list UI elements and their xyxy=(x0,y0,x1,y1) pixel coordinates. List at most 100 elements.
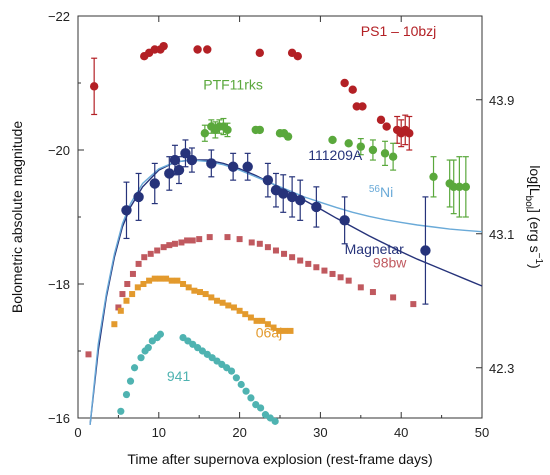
data-point xyxy=(163,275,170,282)
data-point xyxy=(253,317,260,324)
series-labels: Magnetar 56Ni PS1 – 10bzj PTF11rks 111209A 98… xyxy=(167,23,436,384)
data-point xyxy=(242,161,253,172)
series-label: PTF11rks xyxy=(203,77,263,93)
data-point xyxy=(164,168,175,179)
data-point xyxy=(429,172,438,181)
data-point xyxy=(358,102,367,111)
data-point xyxy=(184,237,191,244)
data-point xyxy=(206,158,217,169)
data-point xyxy=(287,327,294,334)
data-point xyxy=(382,122,391,131)
data-point xyxy=(305,260,312,267)
curve-label-main: Ni xyxy=(380,184,393,200)
curve-label: Magnetar xyxy=(345,241,404,257)
data-point xyxy=(276,327,283,334)
data-point xyxy=(154,247,161,254)
data-point xyxy=(295,195,306,206)
series-label: PS1 – 10bzj xyxy=(361,23,437,39)
data-point xyxy=(196,236,203,243)
series-ptf11rks xyxy=(200,117,471,218)
x-axis-ticks: 0 10 20 30 40 50 xyxy=(74,16,489,440)
data-point xyxy=(242,311,249,318)
data-point xyxy=(157,275,164,282)
y-tick-label: −18 xyxy=(48,277,70,292)
curve-label-sup: 56 xyxy=(369,184,381,195)
data-point xyxy=(455,182,464,192)
data-point xyxy=(410,301,417,308)
data-point xyxy=(122,390,131,399)
y2-title-end: ] (erg s xyxy=(527,209,543,253)
data-point xyxy=(356,142,365,151)
data-point xyxy=(405,129,414,138)
data-point xyxy=(186,154,198,166)
data-point xyxy=(193,45,202,54)
data-point xyxy=(281,250,288,257)
data-point xyxy=(262,174,274,186)
data-point xyxy=(329,270,336,277)
y-axis-title: Bolometric absolute magnitude xyxy=(9,121,25,313)
data-point xyxy=(173,164,185,176)
x-tick-label: 30 xyxy=(313,425,327,440)
data-point xyxy=(129,291,136,298)
y-tick-label: −20 xyxy=(48,143,70,158)
data-point xyxy=(85,351,92,358)
y-tick-label: −22 xyxy=(48,9,70,24)
data-point xyxy=(286,191,298,203)
data-point xyxy=(344,139,353,148)
data-point xyxy=(191,287,198,294)
data-point xyxy=(339,215,350,226)
series-label: 941 xyxy=(167,368,191,384)
data-point xyxy=(357,284,364,291)
data-point xyxy=(174,277,181,284)
series-ps1-10bzj xyxy=(89,41,414,151)
data-points xyxy=(85,41,471,425)
data-point xyxy=(368,145,378,155)
data-point xyxy=(180,148,191,159)
data-point xyxy=(141,254,148,261)
data-point xyxy=(388,152,398,161)
data-point xyxy=(200,129,210,138)
data-point xyxy=(272,247,279,254)
data-point xyxy=(247,394,255,402)
series-941 xyxy=(117,330,279,425)
data-point xyxy=(328,135,337,145)
curve-56ni xyxy=(89,159,483,425)
data-point xyxy=(369,289,376,296)
data-point xyxy=(271,417,279,425)
data-point xyxy=(289,254,296,261)
data-point xyxy=(119,291,126,298)
data-point xyxy=(256,240,263,247)
curve-label: 56Ni xyxy=(369,184,393,200)
data-point xyxy=(255,48,264,58)
data-point xyxy=(208,294,215,301)
data-point xyxy=(166,242,173,249)
data-point xyxy=(242,387,250,395)
y2-axis-ticks: 42.3 43.1 43.9 xyxy=(476,93,514,376)
data-point xyxy=(237,380,245,389)
data-point xyxy=(89,82,99,91)
x-tick-label: 50 xyxy=(475,425,489,440)
series-111209a xyxy=(121,139,431,305)
data-point xyxy=(264,321,271,328)
data-point xyxy=(348,85,357,94)
curve-magnetar xyxy=(89,159,483,425)
x-tick-label: 10 xyxy=(152,425,166,440)
data-point xyxy=(213,297,220,304)
data-point xyxy=(160,244,167,251)
y2-title-main: log[L xyxy=(527,165,543,196)
data-point xyxy=(281,327,288,334)
data-point xyxy=(169,154,181,166)
data-point xyxy=(151,275,158,282)
y-axis-ticks: −16 −18 −20 −22 xyxy=(48,9,84,426)
y2-tick-label: 43.1 xyxy=(489,227,514,242)
data-point xyxy=(117,307,124,314)
data-point xyxy=(230,304,237,311)
data-point xyxy=(135,260,142,267)
data-point xyxy=(321,267,328,274)
data-point xyxy=(134,284,141,291)
data-point xyxy=(159,41,168,51)
data-point xyxy=(203,45,212,54)
data-point xyxy=(180,281,187,287)
data-point xyxy=(376,115,386,125)
